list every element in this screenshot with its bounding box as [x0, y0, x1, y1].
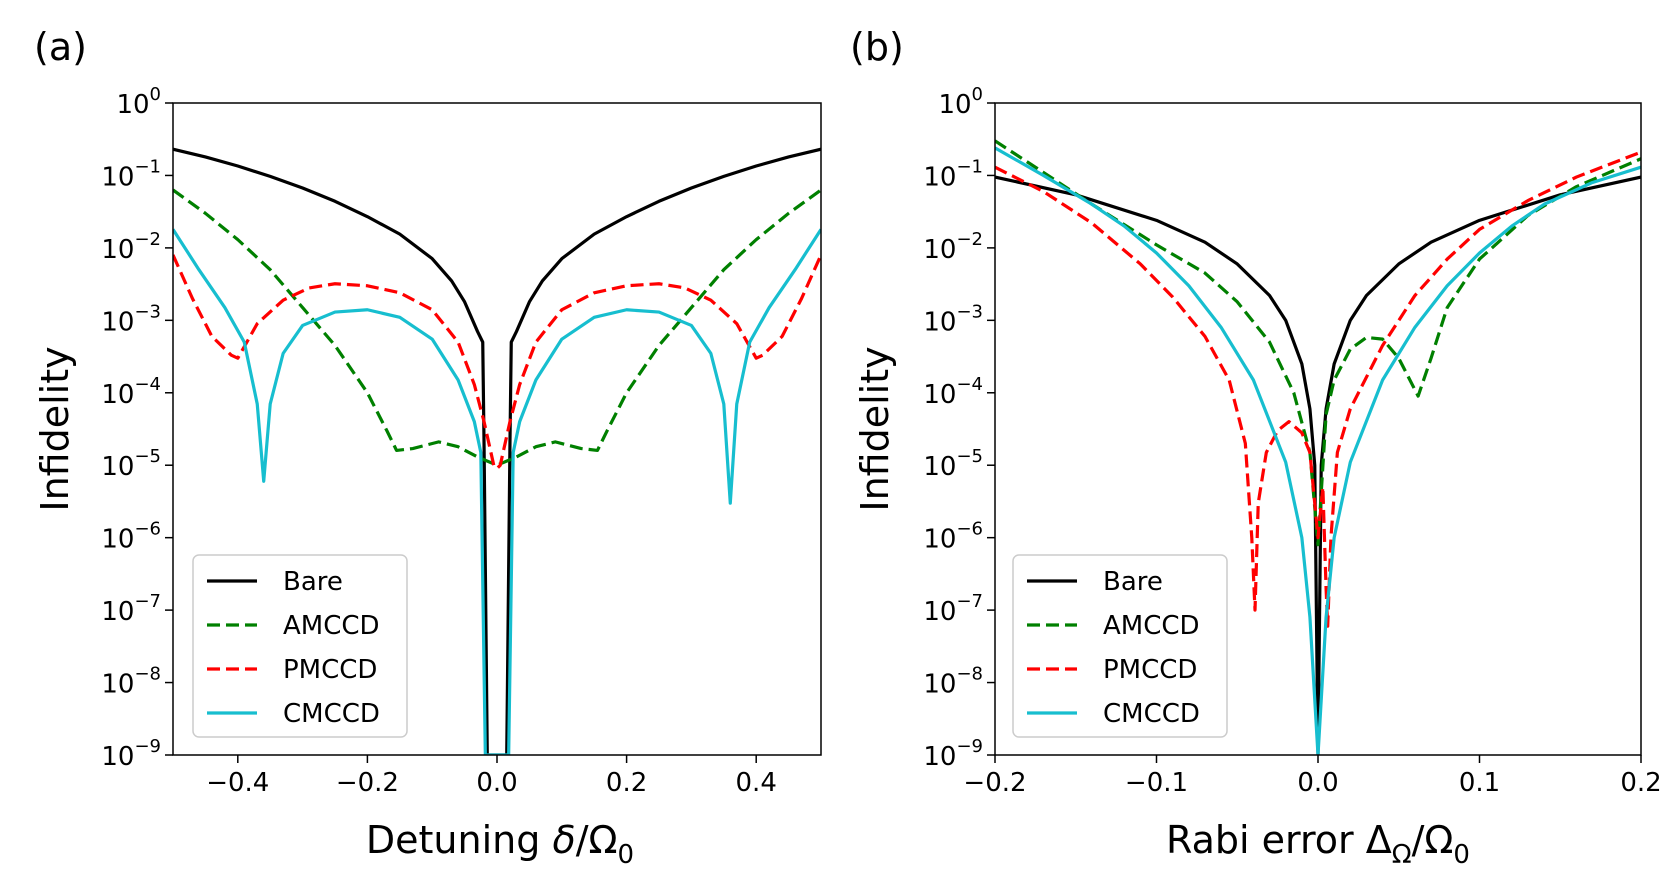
panel-b-x-tick-label: −0.1 [1125, 768, 1188, 798]
panel-a-y-tick-label: 10−1 [101, 156, 161, 192]
panel-b-legend-label-bare: Bare [1103, 567, 1163, 597]
panel-b-series-amccd [995, 139, 1641, 547]
panel-b-y-tick-label: 10−8 [923, 664, 983, 700]
panel-b-x-tick-label: 0.2 [1620, 768, 1661, 798]
panel-a-xlabel-italic: δ [552, 818, 575, 862]
panel-b-xlabel-main: Rabi error Δ [1166, 818, 1392, 862]
panel-a-x-tick-label: 0.4 [736, 768, 777, 798]
panel-a-y-tick-label: 10−7 [101, 591, 161, 627]
panel-b-xlabel-sub1: Ω [1392, 840, 1412, 870]
panel-a-x-tick-label: 0.0 [476, 768, 517, 798]
panel-a-legend-box [192, 554, 408, 738]
panel-a-label: (a) [34, 25, 87, 69]
panel-b-y-tick-label: 10−6 [923, 519, 983, 555]
panel-b-legend-box [1012, 554, 1228, 738]
panel-b-x-tick-label: 0.0 [1297, 768, 1338, 798]
panel-a-x-tick-label: −0.4 [206, 768, 269, 798]
panel-a-legend-label-bare: Bare [283, 567, 343, 597]
panel-b-y-tick-label: 10−1 [923, 156, 983, 192]
panel-b: (b) −0.2 −0.1 0.0 0.1 0.2 100 10−1 10−2 10−3 10−4… [850, 25, 1662, 870]
panel-a-y-tick-label: 10−5 [101, 446, 161, 482]
panel-a-y-tick-label: 100 [116, 84, 161, 120]
panel-b-x-tick-label: −0.2 [963, 768, 1026, 798]
panel-a-legend-label-amccd: AMCCD [283, 611, 380, 641]
panel-b-y-axis-label: Infidelity [853, 346, 897, 511]
panel-a-y-tick-label: 10−6 [101, 519, 161, 555]
panel-b-legend-label-pmccd: PMCCD [1103, 655, 1197, 685]
panel-a-legend: Bare AMCCD PMCCD CMCCD [192, 554, 408, 738]
panel-b-legend: Bare AMCCD PMCCD CMCCD [1012, 554, 1228, 738]
panel-a-x-tick-label: −0.2 [336, 768, 399, 798]
panel-b-xlabel-slash: /Ω [1412, 818, 1454, 862]
panel-a-x-axis-label: Detuning δ/Ω0 [366, 818, 634, 870]
panel-a-legend-label-pmccd: PMCCD [283, 655, 377, 685]
panel-a-y-tick-label: 10−3 [101, 301, 161, 337]
panel-a-legend-label-cmccd: CMCCD [283, 699, 380, 729]
panel-b-legend-label-amccd: AMCCD [1103, 611, 1200, 641]
panel-b-series-cmccd [995, 146, 1641, 755]
panel-a-y-tick-label: 10−8 [101, 664, 161, 700]
panel-b-legend-label-cmccd: CMCCD [1103, 699, 1200, 729]
panel-a-y-axis-label: Infidelity [33, 346, 77, 511]
panel-a-y-tick-label: 10−2 [101, 229, 161, 265]
panel-b-y-tick-label: 10−4 [923, 374, 983, 410]
panel-a-xlabel-slash: /Ω [576, 818, 618, 862]
panel-b-y-tick-label: 10−5 [923, 446, 983, 482]
panel-b-label: (b) [850, 25, 904, 69]
panel-a-x-tick-label: 0.2 [606, 768, 647, 798]
panel-a-xlabel-sub: 0 [618, 840, 635, 870]
panel-a-xlabel-main: Detuning [366, 818, 553, 862]
panel-b-y-tick-label: 100 [938, 84, 983, 120]
panel-b-y-tick-label: 10−3 [923, 301, 983, 337]
panel-a-y-tick-label: 10−4 [101, 374, 161, 410]
panel-b-y-tick-label: 10−9 [923, 736, 983, 772]
panel-b-series-pmccd [995, 150, 1641, 628]
panel-a-series-cmccd [173, 228, 821, 755]
panel-a-series-pmccd [173, 254, 821, 471]
panel-b-x-tick-label: 0.1 [1459, 768, 1500, 798]
panel-a-y-tick-label: 10−9 [101, 736, 161, 772]
panel-b-y-tick-label: 10−2 [923, 229, 983, 265]
panel-a: (a) −0.4 −0.2 0.0 0.2 0.4 100 10−1 10−2 10−3 10−4… [33, 25, 822, 870]
panel-b-series-bare [995, 175, 1641, 755]
panel-b-xlabel-sub: 0 [1453, 840, 1470, 870]
panel-b-x-axis-label: Rabi error ΔΩ/Ω0 [1166, 818, 1470, 870]
panel-b-y-tick-label: 10−7 [923, 591, 983, 627]
panel-a-series-bare [173, 147, 821, 755]
